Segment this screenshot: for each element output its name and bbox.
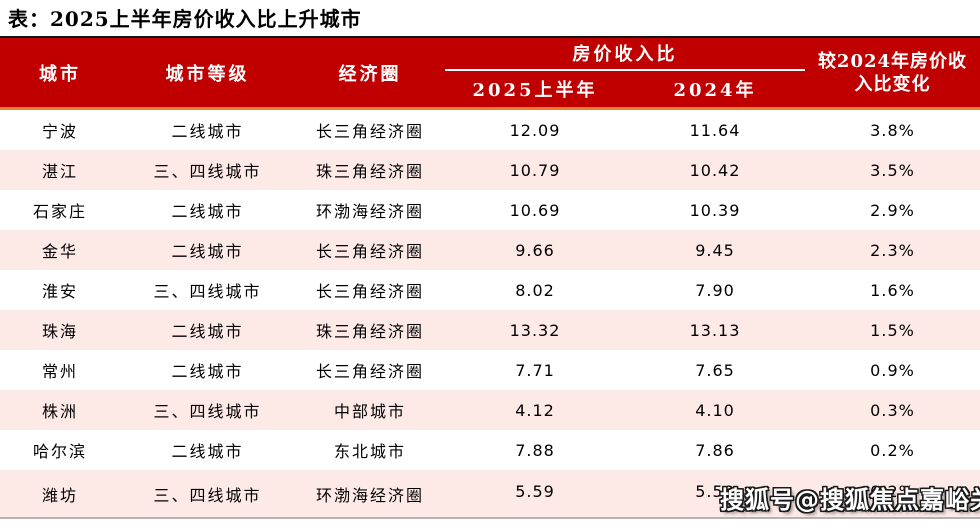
cell-tier: 二线城市 — [171, 202, 244, 221]
table-row: 石家庄 二线城市 环渤海经济圈 10.69 10.39 2.9% — [0, 190, 980, 230]
cell-tier: 二线城市 — [171, 322, 244, 341]
cell-change: 0.3% — [870, 400, 915, 420]
cell-ratio-2024: 7.65 — [695, 360, 735, 380]
cell-ratio-2025: 8.02 — [515, 280, 555, 300]
cell-city: 株洲 — [41, 402, 78, 421]
cell-ratio-2025: 4.12 — [515, 400, 555, 420]
cell-city: 珠海 — [41, 322, 78, 341]
cell-tier: 三、四线城市 — [153, 162, 262, 181]
cell-change: 0.9% — [870, 360, 915, 380]
cell-ratio-2024: 9.45 — [695, 240, 735, 260]
table-row: 淮安 三、四线城市 长三角经济圈 8.02 7.90 1.6% — [0, 270, 980, 310]
cell-circle: 珠三角经济圈 — [315, 322, 424, 341]
header-tier: 城市等级 — [165, 63, 250, 85]
cell-ratio-2025: 7.71 — [515, 360, 555, 380]
cell-ratio-2024: 4.10 — [695, 400, 735, 420]
header-ratio-2025h1: 2025上半年 — [472, 80, 598, 101]
cell-circle: 长三角经济圈 — [315, 362, 424, 381]
cell-ratio-2024: 10.39 — [689, 200, 741, 220]
cell-city: 淮安 — [41, 282, 78, 301]
header-ratio-group: 房价收入比 — [445, 38, 805, 71]
cell-ratio-2024: 7.90 — [695, 280, 735, 300]
cell-ratio-2025: 7.88 — [515, 440, 555, 460]
cell-change: 2.3% — [870, 240, 915, 260]
table-row: 金华 二线城市 长三角经济圈 9.66 9.45 2.3% — [0, 230, 980, 270]
header-change: 较2024年房价收入比变化 — [805, 38, 980, 107]
cell-ratio-2025: 10.79 — [509, 160, 561, 180]
table-row: 哈尔滨 二线城市 东北城市 7.88 7.86 0.2% — [0, 430, 980, 470]
sohu-watermark: 搜狐号@搜狐焦点嘉峪关站 — [720, 486, 980, 514]
cell-ratio-2025: 13.32 — [509, 320, 561, 340]
cell-city: 常州 — [41, 362, 78, 381]
cell-city: 金华 — [41, 242, 78, 261]
header-circle: 经济圈 — [338, 63, 402, 85]
cell-change: 0.2% — [870, 482, 915, 501]
cell-city: 宁波 — [41, 122, 78, 141]
cell-circle: 中部城市 — [333, 402, 406, 421]
cell-change: 0.2% — [870, 440, 915, 460]
table-row: 潍坊 三、四线城市 环渤海经济圈 5.59 5.58 0.2% — [0, 470, 980, 517]
cell-city: 石家庄 — [32, 202, 87, 221]
table-body: 宁波 二线城市 长三角经济圈 12.09 11.64 3.8% 湛江 三、四线城… — [0, 110, 980, 517]
table-row: 珠海 二线城市 珠三角经济圈 13.32 13.13 1.5% — [0, 310, 980, 350]
cell-circle: 环渤海经济圈 — [315, 486, 424, 505]
header-ratio-2024: 2024年 — [673, 80, 757, 101]
cell-ratio-2025: 5.59 — [515, 482, 555, 501]
table-header: 城市 城市等级 经济圈 房价收入比 2025上半年 2024年 较2024年房价… — [0, 36, 980, 110]
cell-change: 1.6% — [870, 280, 915, 300]
cell-circle: 东北城市 — [333, 442, 406, 461]
cell-change: 1.5% — [870, 320, 915, 340]
cell-change: 3.5% — [870, 160, 915, 180]
cell-ratio-2024: 5.58 — [695, 482, 735, 501]
table-row: 株洲 三、四线城市 中部城市 4.12 4.10 0.3% — [0, 390, 980, 430]
cell-ratio-2025: 9.66 — [515, 240, 555, 260]
cell-ratio-2024: 7.86 — [695, 440, 735, 460]
cell-tier: 三、四线城市 — [153, 402, 262, 421]
cell-tier: 二线城市 — [171, 122, 244, 141]
cell-ratio-2024: 11.64 — [689, 120, 741, 140]
cell-tier: 三、四线城市 — [153, 282, 262, 301]
cell-tier: 三、四线城市 — [153, 486, 262, 505]
cell-ratio-2025: 12.09 — [509, 120, 561, 140]
cell-tier: 二线城市 — [171, 242, 244, 261]
cell-city: 哈尔滨 — [32, 442, 87, 461]
cell-change: 3.8% — [870, 120, 915, 140]
table-title: 表：2025上半年房价收入比上升城市 — [8, 7, 362, 31]
cell-ratio-2024: 10.42 — [689, 160, 741, 180]
header-city: 城市 — [39, 63, 81, 85]
table-row: 常州 二线城市 长三角经济圈 7.71 7.65 0.9% — [0, 350, 980, 390]
table-row: 宁波 二线城市 长三角经济圈 12.09 11.64 3.8% — [0, 110, 980, 150]
cell-circle: 珠三角经济圈 — [315, 162, 424, 181]
cell-tier: 二线城市 — [171, 362, 244, 381]
cell-city: 潍坊 — [41, 486, 78, 505]
cell-circle: 长三角经济圈 — [315, 282, 424, 301]
cell-change: 2.9% — [870, 200, 915, 220]
cell-circle: 长三角经济圈 — [315, 242, 424, 261]
price-income-ratio-table: 城市 城市等级 经济圈 房价收入比 2025上半年 2024年 较2024年房价… — [0, 36, 980, 519]
header-change-label: 较2024年房价收入比变化 — [817, 50, 968, 95]
cell-circle: 环渤海经济圈 — [315, 202, 424, 221]
cell-circle: 长三角经济圈 — [315, 122, 424, 141]
table-bottom-border — [0, 517, 980, 519]
table-row: 湛江 三、四线城市 珠三角经济圈 10.79 10.42 3.5% — [0, 150, 980, 190]
cell-ratio-2025: 10.69 — [509, 200, 561, 220]
cell-tier: 二线城市 — [171, 442, 244, 461]
cell-city: 湛江 — [41, 162, 78, 181]
cell-ratio-2024: 13.13 — [689, 320, 741, 340]
